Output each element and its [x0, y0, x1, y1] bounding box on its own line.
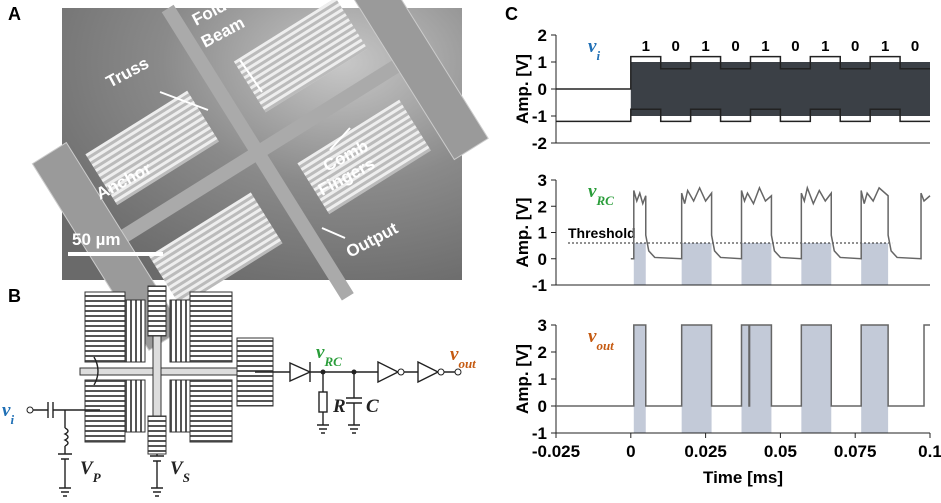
bit-label: 0: [911, 38, 919, 55]
y-axis-label: Amp. [V]: [513, 344, 532, 414]
x-tick-label: 0.025: [684, 442, 727, 461]
chart-title: vRC: [588, 181, 614, 208]
bit-label: 1: [881, 38, 889, 55]
x-tick-label: 0: [626, 442, 635, 461]
highlight-span: [681, 243, 712, 285]
bit-label: 0: [851, 38, 859, 55]
signal-line: [556, 324, 930, 407]
highlight-span: [861, 243, 889, 285]
circuit-label: VP: [80, 458, 102, 485]
signal-line: [556, 108, 930, 123]
bit-label: 1: [701, 38, 709, 55]
circuit: [26, 285, 462, 497]
y-tick-label: 0: [538, 250, 547, 269]
y-tick-label: 3: [538, 316, 547, 335]
panel-label: B: [8, 286, 21, 306]
signal-line: [556, 55, 930, 90]
highlight-span: [741, 243, 772, 285]
circuit-label: vout: [450, 344, 476, 371]
y-tick-label: -1: [532, 107, 547, 126]
y-axis-label: Amp. [V]: [513, 54, 532, 124]
title-subscript: RC: [595, 193, 614, 208]
x-tick-label: 0.1: [918, 442, 941, 461]
y-tick-label: 0: [538, 80, 547, 99]
y-tick-label: 2: [538, 343, 547, 362]
bit-label: 0: [731, 38, 739, 55]
y-tick-label: -1: [532, 424, 547, 443]
x-axis-label: Time [ms]: [703, 468, 783, 487]
highlight-span: [633, 243, 646, 285]
y-tick-label: -1: [532, 276, 547, 295]
y-tick-label: 2: [538, 26, 547, 45]
y-tick-label: 3: [538, 171, 547, 190]
y-tick-label: 1: [538, 224, 547, 243]
bit-label: 0: [672, 38, 680, 55]
title-subscript: out: [596, 338, 614, 353]
highlight-span: [861, 325, 889, 433]
circuit-label: vRC: [316, 342, 342, 369]
carrier-band: [630, 62, 930, 116]
title-subscript: i: [596, 48, 600, 63]
circuit-label: C: [366, 396, 379, 417]
highlight-span: [801, 243, 832, 285]
circuit-label: R: [332, 396, 346, 417]
y-tick-label: 1: [538, 370, 547, 389]
title-symbol: v: [588, 326, 597, 347]
y-axis-label: Amp. [V]: [513, 198, 532, 268]
bit-label: 0: [791, 38, 799, 55]
highlight-span: [681, 325, 712, 433]
bit-label: 1: [821, 38, 829, 55]
chart-title: vi: [588, 36, 600, 63]
title-symbol: v: [588, 36, 597, 57]
chart-title: vout: [588, 326, 614, 353]
circuit-label: vi: [2, 400, 14, 427]
circuit-label: VS: [170, 458, 190, 485]
scale-bar-label: 50 µm: [72, 230, 121, 249]
sem-labels: Truss Folded Beam Anchor Comb Fingers Ou…: [72, 0, 401, 262]
panel-label: A: [8, 4, 21, 24]
y-tick-label: 1: [538, 53, 547, 72]
y-tick-label: 0: [538, 397, 547, 416]
y-tick-label: 2: [538, 197, 547, 216]
x-tick-label: -0.025: [532, 442, 580, 461]
highlight-span: [741, 325, 772, 433]
bit-label: 1: [761, 38, 769, 55]
highlight-span: [633, 325, 646, 433]
x-tick-label: 0.05: [764, 442, 797, 461]
panel-label: C: [505, 4, 518, 24]
x-tick-label: 0.075: [834, 442, 877, 461]
signal-line: [630, 185, 931, 260]
threshold-label: Threshold: [568, 225, 636, 241]
bit-label: 1: [642, 38, 650, 55]
y-tick-label: -2: [532, 134, 547, 153]
sem-image: [31, 0, 489, 352]
title-symbol: v: [588, 181, 597, 202]
highlight-span: [801, 325, 832, 433]
